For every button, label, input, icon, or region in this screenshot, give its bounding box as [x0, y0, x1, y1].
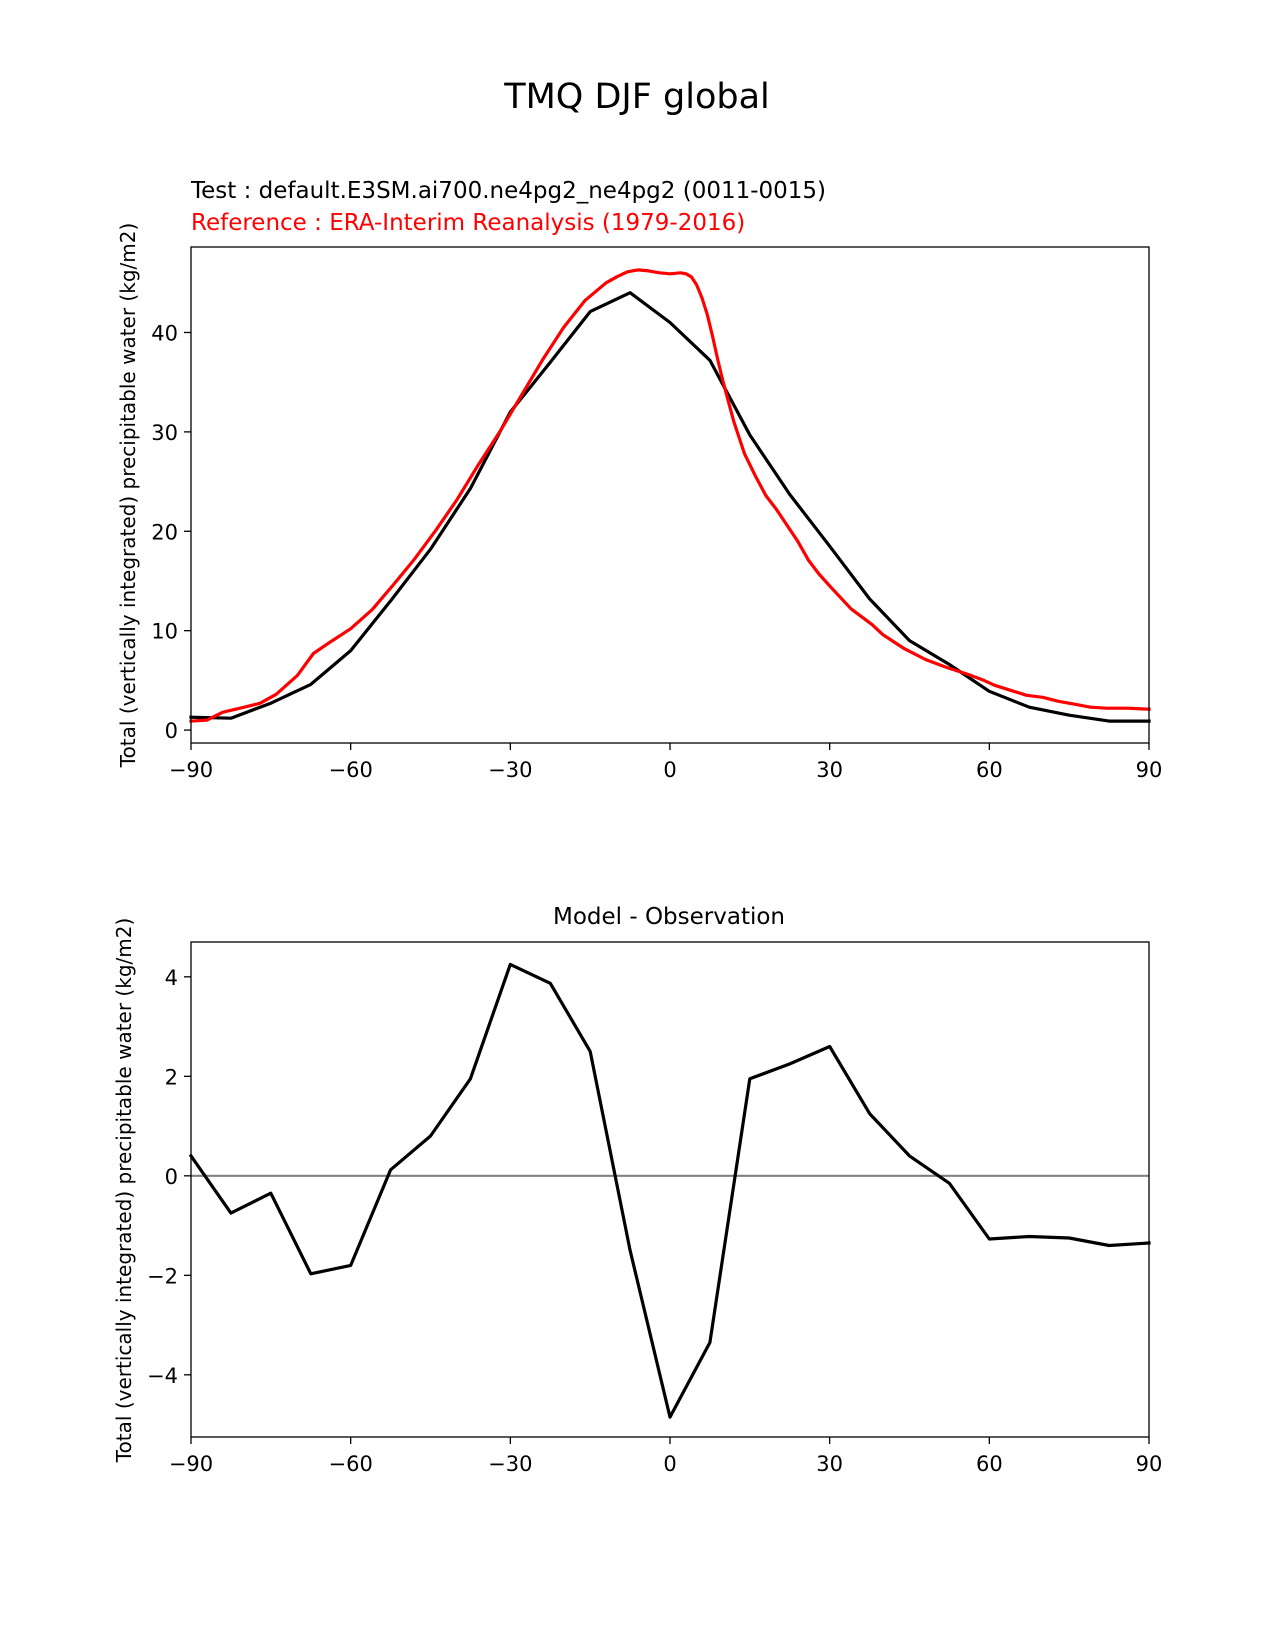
- x-tick-label: −90: [169, 1452, 213, 1476]
- series-test-line: [189, 291, 1151, 723]
- x-tick-label: −90: [169, 758, 213, 782]
- y-tick-label: 4: [165, 966, 178, 990]
- x-tick-label: 90: [1136, 758, 1163, 782]
- difference-title: Model - Observation: [553, 904, 785, 930]
- y-tick-label: −4: [147, 1364, 178, 1388]
- y-tick-label: 20: [151, 520, 178, 544]
- x-tick-label: 0: [663, 758, 676, 782]
- x-tick-label: 90: [1136, 1452, 1163, 1476]
- y-tick-label: 0: [165, 1165, 178, 1189]
- x-tick-label: −30: [488, 1452, 532, 1476]
- y-tick-label: −2: [147, 1264, 178, 1288]
- top-panel: Test : default.E3SM.ai700.ne4pg2_ne4pg2 …: [116, 178, 1162, 782]
- figure-suptitle: TMQ DJF global: [503, 77, 770, 117]
- x-tick-label: 0: [663, 1452, 676, 1476]
- x-tick-label: 60: [976, 758, 1003, 782]
- x-tick-label: −60: [329, 758, 373, 782]
- axes-frame: [190, 941, 1150, 1438]
- reference-title: Reference : ERA-Interim Reanalysis (1979…: [191, 210, 745, 236]
- y-tick-label: 40: [151, 321, 178, 345]
- y-axis-label: Total (vertically integrated) precipitab…: [112, 918, 136, 1464]
- series-model-observation-line: [188, 962, 1151, 1419]
- y-axis-label: Total (vertically integrated) precipitab…: [116, 223, 140, 769]
- y-tick-label: 2: [165, 1065, 178, 1089]
- y-tick-label: 10: [151, 620, 178, 644]
- x-tick-label: −30: [488, 758, 532, 782]
- test-title: Test : default.E3SM.ai700.ne4pg2_ne4pg2 …: [190, 178, 826, 204]
- x-tick-label: 30: [816, 758, 843, 782]
- x-tick-label: −60: [329, 1452, 373, 1476]
- bottom-panel: Model - Observation Total (vertically in…: [112, 904, 1162, 1476]
- x-tick-label: 30: [816, 1452, 843, 1476]
- y-tick-label: 30: [151, 421, 178, 445]
- y-tick-label: 0: [165, 719, 178, 743]
- x-tick-label: 60: [976, 1452, 1003, 1476]
- series-reference-line: [189, 268, 1151, 723]
